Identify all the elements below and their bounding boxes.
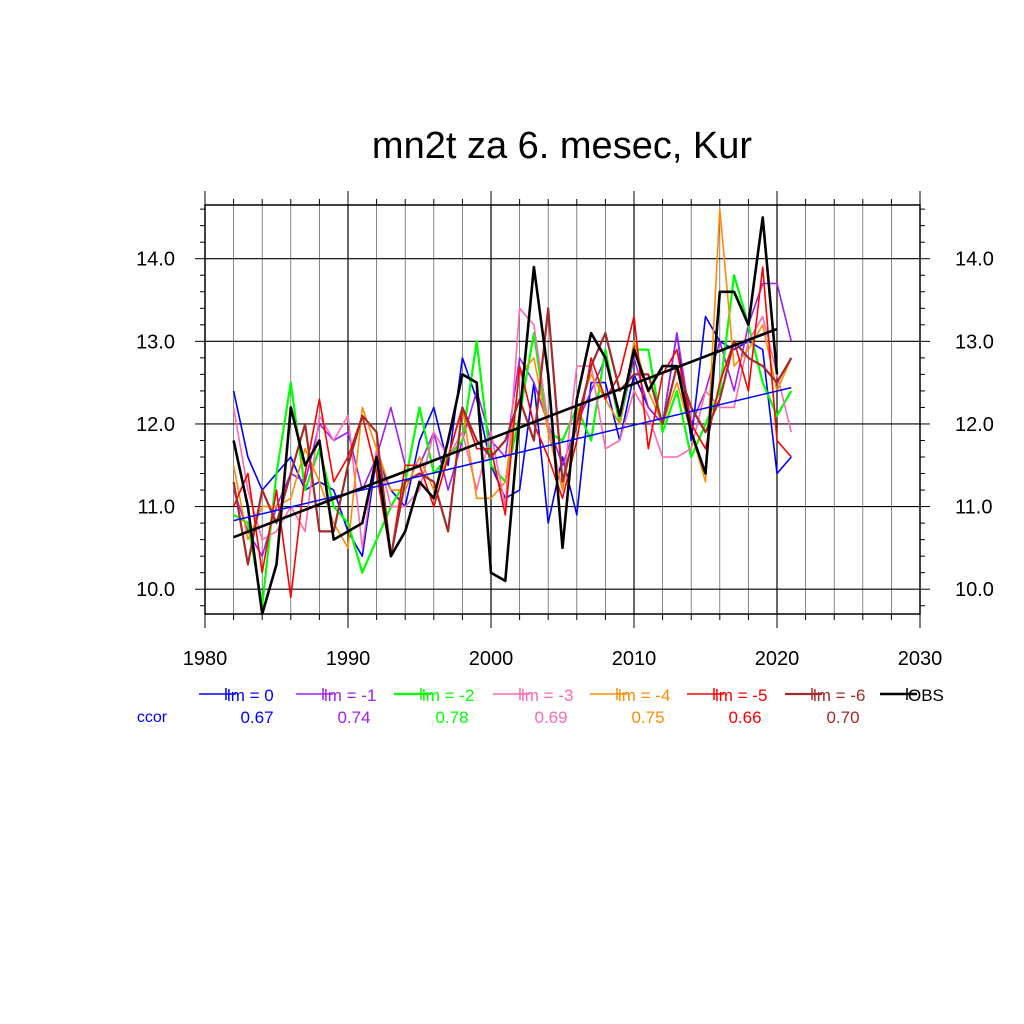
y-tick-label-right: 13.0 xyxy=(955,331,994,353)
legend-ccor-value: 0.69 xyxy=(534,708,567,727)
series-lines xyxy=(232,208,793,616)
x-tick-label: 2010 xyxy=(612,648,657,670)
y-tick-label-right: 11.0 xyxy=(955,497,992,519)
x-tick-label: 2030 xyxy=(898,648,943,670)
y-tick-label-left: 12.0 xyxy=(136,414,175,436)
trend-line xyxy=(233,386,792,522)
y-tick-label-left: 14.0 xyxy=(136,249,175,271)
grid-lines xyxy=(205,205,920,614)
series-line xyxy=(232,266,792,599)
x-tick-label: 1980 xyxy=(183,648,228,670)
ccor-label: ccor xyxy=(137,709,168,726)
x-tick-label: 1990 xyxy=(326,648,371,670)
legend-label: lm = -1 xyxy=(324,686,376,705)
legend-ccor-value: 0.78 xyxy=(435,708,468,727)
trend-lines xyxy=(233,327,792,539)
legend-ccor-value: 0.74 xyxy=(337,708,370,727)
x-tick-label: 2000 xyxy=(469,648,514,670)
y-tick-label-left: 13.0 xyxy=(136,331,175,353)
legend-label: lm = -3 xyxy=(521,686,573,705)
legend-label: lm = 0 xyxy=(227,686,274,705)
legend-ccor-value: 0.67 xyxy=(240,708,273,727)
legend-ccor-value: 0.75 xyxy=(631,708,664,727)
legend-label: lm = -5 xyxy=(715,686,767,705)
legend-label: OBS xyxy=(908,686,944,705)
legend-label: lm = -2 xyxy=(422,686,474,705)
y-tick-label-right: 14.0 xyxy=(955,249,994,271)
legend: ccor lm = 0 0.67 lm = -1 0.74 lm = -2 0.78 lm … xyxy=(137,686,944,727)
plot-frame xyxy=(204,204,921,615)
y-tick-label-right: 12.0 xyxy=(955,414,994,436)
y-tick-label-left: 11.0 xyxy=(138,497,175,519)
legend-label: lm = -6 xyxy=(813,686,865,705)
axis-ticks xyxy=(195,191,930,628)
series-line xyxy=(232,307,793,566)
chart-title: mn2t za 6. mesec, Kur xyxy=(372,125,752,167)
trend-line xyxy=(233,327,778,539)
y-tick-label-left: 10.0 xyxy=(136,579,175,601)
legend-ccor-value: 0.70 xyxy=(826,708,859,727)
y-tick-label-right: 10.0 xyxy=(955,579,994,601)
series-line xyxy=(232,216,779,616)
legend-ccor-value: 0.66 xyxy=(728,708,761,727)
legend-label: lm = -4 xyxy=(618,686,670,705)
tick-labels: 10.0 10.0 11.0 11.0 12.0 12.0 13.0 13.0 14.0 14.0… xyxy=(136,249,994,670)
x-tick-label: 2020 xyxy=(755,648,800,670)
